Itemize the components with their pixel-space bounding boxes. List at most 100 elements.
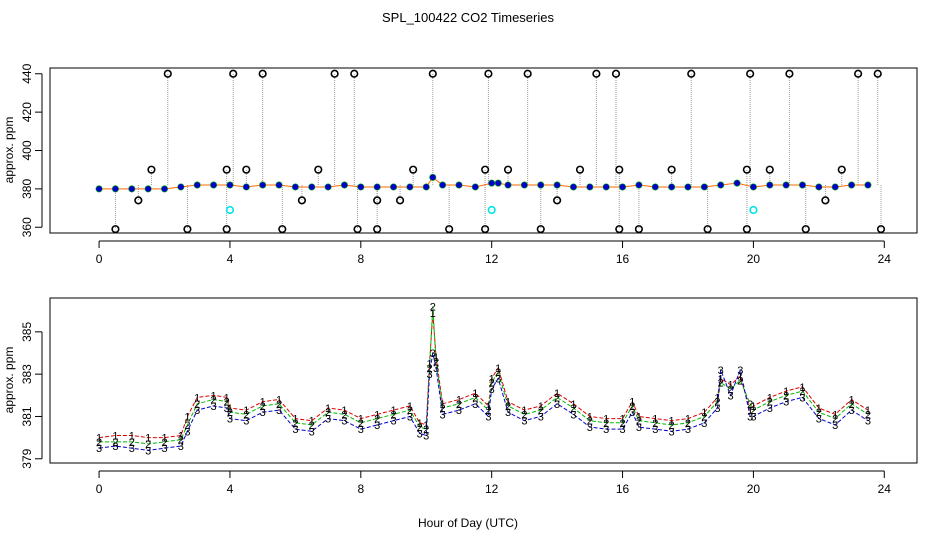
series-1-marker: 1: [224, 392, 230, 404]
top-x-tick-label: 20: [747, 252, 761, 266]
series-1-marker: 1: [227, 403, 233, 415]
top-baseline-point: [144, 185, 152, 193]
series-1-marker: 1: [456, 395, 462, 407]
top-x-tick-label: 12: [485, 252, 499, 266]
series-3-marker: 3: [865, 416, 871, 428]
top-baseline-point: [733, 179, 741, 187]
bottom-y-tick-label: 385: [20, 322, 34, 342]
top-baseline-point: [494, 179, 502, 187]
series-2-marker: 2: [799, 386, 805, 398]
series-1-marker: 1: [538, 401, 544, 413]
top-flag-point: [330, 69, 339, 78]
series-3-marker: 3: [390, 416, 396, 428]
top-baseline-point: [111, 185, 119, 193]
series-1-marker: 1: [669, 416, 675, 428]
top-flag-point: [395, 196, 405, 205]
series-3-marker: 3: [472, 399, 478, 411]
series-3-marker: 3: [358, 424, 364, 436]
series-3-marker: 3: [112, 441, 118, 453]
series-2-marker: 2: [505, 401, 511, 413]
series-3-marker: 3: [423, 431, 429, 443]
top-baseline-point: [259, 181, 267, 189]
top-flag-point: [222, 225, 231, 234]
top-flag-point: [876, 225, 886, 234]
series-2-marker: 2: [750, 405, 756, 417]
top-flag-point: [536, 225, 545, 234]
series-1-marker: 1: [440, 399, 446, 411]
series-3-marker: 3: [341, 416, 347, 428]
series-2-marker: 2: [260, 401, 266, 413]
series-2-marker: 2: [849, 399, 855, 411]
series-2-marker: 2: [358, 418, 364, 430]
series-2-marker: 2: [489, 378, 495, 390]
top-baseline-point: [373, 183, 381, 191]
series-3-marker: 3: [816, 414, 822, 426]
series-1-marker: 1: [407, 401, 413, 413]
series-1-marker: 1: [727, 380, 733, 392]
bottom-x-tick-label: 8: [357, 482, 364, 496]
series-2-marker: 2: [832, 414, 838, 426]
bottom-y-tick-label: 381: [20, 406, 34, 426]
bottom-x-tick-label: 24: [878, 482, 892, 496]
series-2-marker: 2: [224, 397, 230, 409]
top-baseline-point: [504, 181, 512, 189]
series-1-marker: 1: [636, 411, 642, 423]
series-2-marker: 2: [423, 424, 429, 436]
series-1-marker: 1: [603, 414, 609, 426]
series-3-marker: 3: [145, 445, 151, 457]
series-1-marker: 1: [495, 363, 501, 375]
top-flag-point: [667, 165, 676, 174]
series-3-marker: 3: [224, 403, 230, 415]
series-3-marker: 3: [832, 420, 838, 432]
top-baseline-point: [700, 183, 708, 191]
series-2-marker: 2: [112, 437, 118, 449]
series-2-marker: 2: [390, 409, 396, 421]
series-1-marker: 1: [701, 407, 707, 419]
series-2-marker: 2: [178, 435, 184, 447]
series-3-marker: 3: [489, 384, 495, 396]
top-baseline-point: [520, 181, 528, 189]
series-2-marker: 2: [538, 405, 544, 417]
top-x-tick-label: 16: [616, 252, 630, 266]
top-flag-point: [229, 69, 238, 78]
top-flag-point: [147, 165, 156, 174]
series-1-marker: 1: [652, 414, 658, 426]
series-1-marker: 1: [767, 392, 773, 404]
series-3-marker: 3: [485, 411, 491, 423]
series-1-marker: 1: [816, 403, 822, 415]
top-flag-point: [687, 69, 696, 78]
series-2-marker: 2: [603, 418, 609, 430]
series-3-marker: 3: [276, 405, 282, 417]
series-1-marker: 1: [849, 395, 855, 407]
series-3-marker: 3: [783, 397, 789, 409]
series-2-marker: 2: [747, 399, 753, 411]
series-3-marker: 3: [407, 411, 413, 423]
series-1-marker: 1: [325, 403, 331, 415]
series-3-marker: 3: [456, 405, 462, 417]
series-3-marker: 3: [849, 405, 855, 417]
series-1-marker: 1: [554, 388, 560, 400]
series-3-marker: 3: [426, 369, 432, 381]
series-1-marker: 1: [145, 433, 151, 445]
series-1-marker: 1: [178, 431, 184, 443]
series-2-marker: 2: [430, 301, 436, 313]
top-flag-point: [445, 225, 454, 234]
series-3-marker: 3: [430, 348, 436, 360]
series-1-marker: 1: [417, 418, 423, 430]
series-1-marker: 1: [799, 382, 805, 394]
top-calibration-point: [225, 205, 235, 215]
series-2-marker: 2: [652, 418, 658, 430]
top-baseline-point: [455, 181, 463, 189]
top-x-tick-label: 4: [227, 252, 234, 266]
top-flag-point: [111, 225, 120, 234]
series-2-marker: 2: [669, 420, 675, 432]
top-y-tick-label: 360: [20, 217, 34, 237]
top-x-tick-label: 24: [878, 252, 892, 266]
top-flag-point: [765, 165, 774, 174]
top-calibration-point: [749, 205, 758, 215]
top-baseline-point: [602, 183, 610, 191]
top-flag-point: [785, 69, 794, 78]
series-1-marker: 1: [430, 308, 436, 320]
top-baseline-point: [439, 181, 447, 189]
